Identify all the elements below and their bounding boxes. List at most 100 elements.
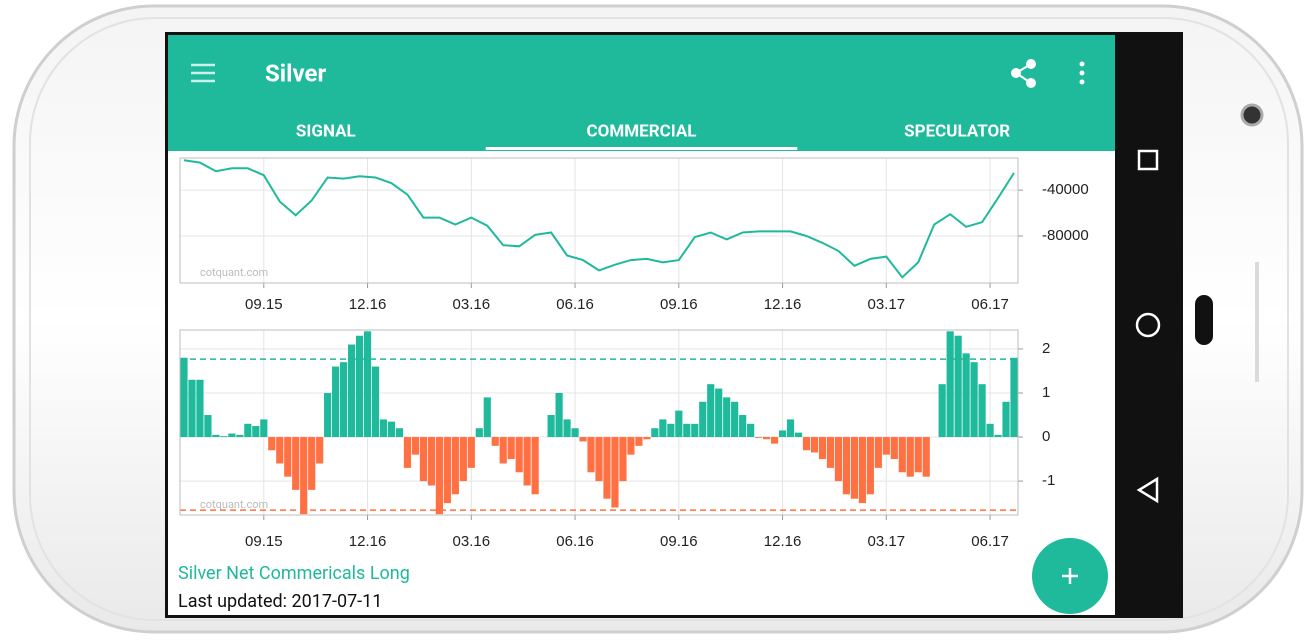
bar xyxy=(771,437,778,444)
bar xyxy=(994,435,1001,437)
x-tick-label: 09.16 xyxy=(660,533,698,550)
bar xyxy=(476,428,483,437)
bar xyxy=(532,437,539,494)
x-tick-label: 03.17 xyxy=(868,533,906,550)
bar xyxy=(316,437,323,463)
bar xyxy=(268,437,275,450)
bar xyxy=(763,437,770,439)
bar xyxy=(276,437,283,463)
bar xyxy=(516,437,523,472)
bar xyxy=(611,437,618,507)
bar xyxy=(635,437,642,446)
bar xyxy=(284,437,291,477)
bar xyxy=(444,437,451,503)
bar xyxy=(204,415,211,437)
bar xyxy=(1002,402,1009,437)
bar xyxy=(420,437,427,481)
app-title: Silver xyxy=(265,59,326,87)
x-tick-label: 03.17 xyxy=(868,296,906,313)
bar xyxy=(356,336,363,437)
bar xyxy=(396,428,403,437)
bar xyxy=(324,393,331,437)
bar xyxy=(500,437,507,463)
y-tick-label: -40000 xyxy=(1042,181,1089,198)
bar xyxy=(180,358,187,437)
x-tick-label: 06.17 xyxy=(971,533,1009,550)
tab-label[interactable]: SPECULATOR xyxy=(904,121,1010,141)
bar xyxy=(986,424,993,437)
bar xyxy=(811,437,818,452)
sensor xyxy=(1195,295,1213,345)
watermark: cotquant.com xyxy=(200,266,268,279)
x-tick-label: 03.16 xyxy=(453,533,491,550)
bar xyxy=(364,331,371,437)
camera xyxy=(1242,105,1262,125)
bar xyxy=(388,422,395,437)
bar xyxy=(603,437,610,499)
bar xyxy=(947,331,954,437)
bar xyxy=(524,437,531,485)
bar xyxy=(404,437,411,468)
bar xyxy=(260,419,267,437)
x-tick-label: 03.16 xyxy=(453,296,491,313)
footer-updated: Last updated: 2017-07-11 xyxy=(178,591,382,612)
bar xyxy=(691,424,698,437)
bar xyxy=(859,437,866,503)
bar xyxy=(779,430,786,437)
bar xyxy=(795,433,802,437)
bar xyxy=(300,437,307,514)
y-tick-label: -80000 xyxy=(1042,227,1089,244)
bar xyxy=(659,419,666,437)
bar xyxy=(508,437,515,459)
bar xyxy=(651,428,658,437)
bar xyxy=(883,437,890,455)
bar xyxy=(452,437,459,494)
bar xyxy=(827,437,834,468)
bar xyxy=(548,415,555,437)
bar xyxy=(963,353,970,437)
bar xyxy=(667,424,674,437)
tab-label[interactable]: SIGNAL xyxy=(296,121,356,141)
bar xyxy=(484,397,491,437)
bar xyxy=(731,402,738,437)
bar xyxy=(228,434,235,438)
bar xyxy=(675,411,682,437)
bar xyxy=(843,437,850,494)
bar xyxy=(899,437,906,472)
bar xyxy=(212,435,219,437)
more-icon[interactable] xyxy=(1080,62,1085,85)
watermark: cotquant.com xyxy=(200,498,268,511)
bar xyxy=(939,384,946,437)
bar xyxy=(292,437,299,490)
bar xyxy=(867,437,874,494)
x-tick-label: 12.16 xyxy=(764,533,802,550)
bar xyxy=(875,437,882,468)
bar xyxy=(579,437,586,441)
footer-title: Silver Net Commericals Long xyxy=(178,563,410,584)
bar xyxy=(699,402,706,437)
bar xyxy=(220,436,227,437)
bar xyxy=(595,437,602,481)
tab-label[interactable]: COMMERCIAL xyxy=(587,121,697,141)
x-tick-label: 06.16 xyxy=(556,296,594,313)
y-tick-label: 0 xyxy=(1042,428,1050,445)
bar xyxy=(340,362,347,437)
bar xyxy=(803,437,810,450)
x-tick-label: 06.16 xyxy=(556,533,594,550)
bar xyxy=(571,428,578,437)
bar xyxy=(372,367,379,437)
bar xyxy=(851,437,858,499)
bar xyxy=(835,437,842,481)
bar xyxy=(236,435,243,437)
bar xyxy=(978,384,985,437)
bar xyxy=(196,380,203,437)
x-tick-label: 09.15 xyxy=(245,533,283,550)
bar xyxy=(819,437,826,459)
bar xyxy=(428,437,435,485)
x-tick-label: 06.17 xyxy=(971,296,1009,313)
bar xyxy=(380,419,387,437)
bar xyxy=(556,393,563,437)
bar xyxy=(308,437,315,490)
page: Silver SIGNAL COMMERCIAL SPECULATOR 09.15 1… xyxy=(0,0,1308,638)
phone-screenshot: Silver SIGNAL COMMERCIAL SPECULATOR 09.15 1… xyxy=(0,0,1308,638)
